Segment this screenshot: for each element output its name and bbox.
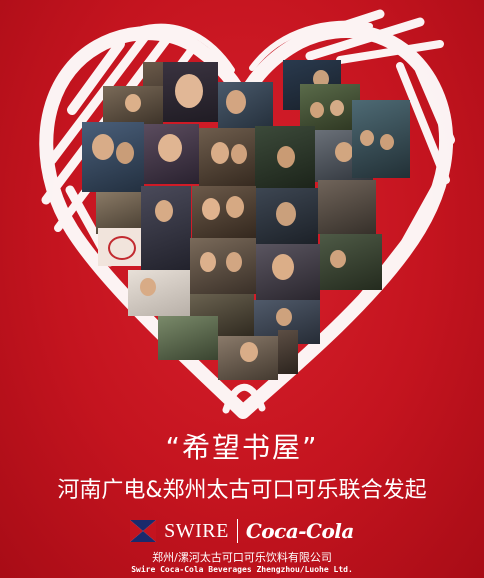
photo-tile (318, 180, 376, 234)
photo-tile (144, 124, 199, 184)
photo-tile (82, 122, 144, 192)
photo-tile (218, 82, 273, 128)
company-name-chinese: 郑州/漯河太古可口可乐饮料有限公司 (152, 551, 332, 564)
photo-tile (158, 316, 218, 360)
logo-divider (236, 519, 238, 543)
photo-tile (218, 336, 278, 380)
campaign-title: “希望书屋” (165, 431, 319, 464)
campaign-subtitle: 河南广电&郑州太古可口可乐联合发起 (57, 478, 427, 503)
swire-flag-icon (130, 520, 157, 542)
photo-tile (255, 126, 315, 188)
photo-tile (278, 330, 298, 374)
logo-row: SWIRE Coca-Cola (0, 517, 484, 545)
company-name-english: Swire Coca-Cola Beverages Zhengzhou/Luoh… (131, 565, 353, 574)
photo-tile (256, 244, 320, 300)
photo-tile (352, 100, 410, 178)
photo-tile (128, 270, 190, 316)
photo-tile (256, 188, 318, 244)
photo-tile (98, 228, 142, 266)
photo-tile (141, 186, 191, 270)
photo-tile (163, 62, 218, 122)
photo-tile (103, 86, 163, 126)
swire-logo-text: SWIRE (164, 519, 229, 542)
photo-tile (190, 238, 256, 294)
photo-tile (320, 234, 382, 290)
photo-tile (192, 186, 256, 238)
photo-tile (199, 128, 255, 188)
photo-tile (96, 192, 144, 234)
coca-cola-logo-text: Coca-Cola (245, 519, 355, 543)
